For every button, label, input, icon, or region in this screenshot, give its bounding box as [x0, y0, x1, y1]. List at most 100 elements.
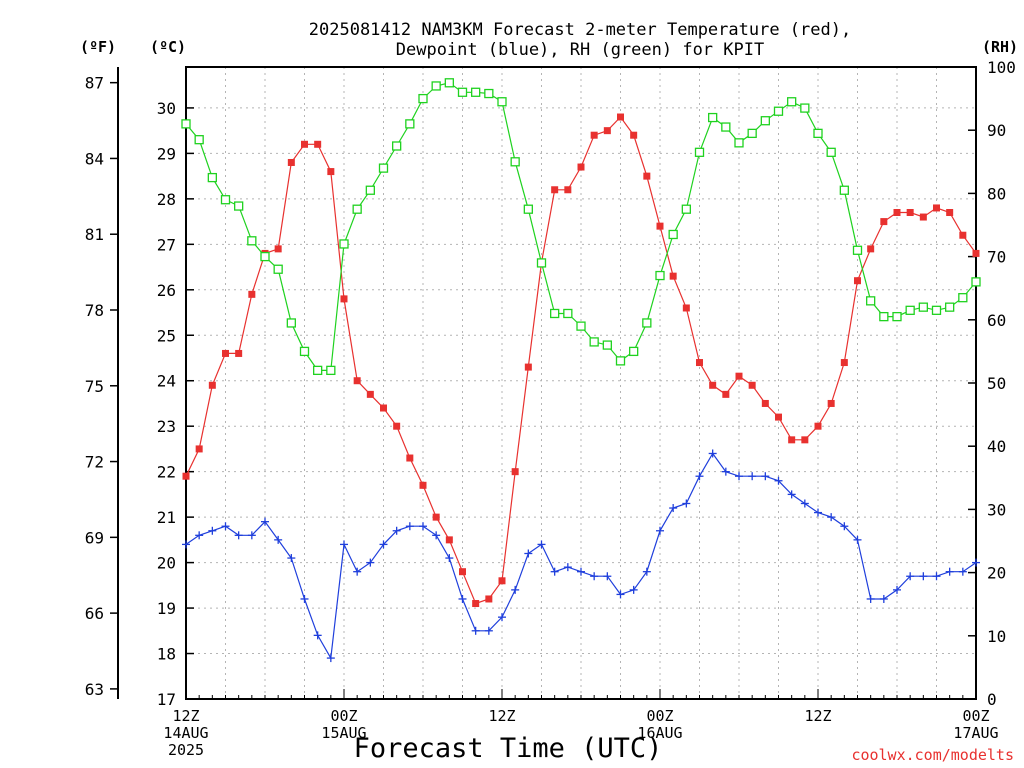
dewpoint-point [432, 531, 441, 540]
rh-point [905, 305, 915, 315]
plot-frame [185, 66, 977, 700]
dewpoint-point [550, 567, 559, 576]
temperature-point [195, 445, 203, 453]
dewpoint-point [537, 540, 546, 549]
temperature-point [682, 304, 690, 312]
chart-title-line2: Dewpoint (blue), RH (green) for KPIT [396, 40, 764, 60]
dewpoint-point [893, 585, 901, 594]
rh-tick-label: 40 [987, 437, 1006, 456]
temperature-point [577, 163, 585, 171]
temperature-point [814, 422, 822, 430]
dewpoint-point [353, 567, 362, 576]
dewpoint-point [182, 540, 190, 549]
celsius-tick-label: 29 [157, 144, 176, 163]
rh-point [866, 296, 876, 306]
temperature-point [274, 245, 282, 253]
rh-point [326, 365, 336, 376]
celsius-tick-label: 19 [157, 599, 176, 618]
dewpoint-point [340, 540, 348, 549]
celsius-tick-label: 24 [157, 372, 176, 391]
rh-tick-label: 10 [987, 627, 1006, 646]
dewpoint-point [906, 572, 915, 581]
rh-tick-label: 30 [987, 500, 1006, 519]
fahrenheit-tick-label: 66 [85, 604, 104, 623]
dewpoint-point [972, 558, 980, 567]
chart-title-line1: 2025081412 NAM3KM Forecast 2-meter Tempe… [309, 20, 851, 40]
dewpoint-point [853, 535, 862, 544]
x-tick-label: 00Z [962, 707, 989, 725]
temperature-point [353, 377, 361, 385]
temperature-point [406, 454, 414, 462]
rh-point [273, 264, 283, 274]
temperature-point [893, 208, 901, 216]
dewpoint-point [313, 631, 322, 640]
temperature-point [590, 131, 598, 139]
dewpoint-point [287, 554, 296, 563]
dewpoint-point [234, 531, 243, 540]
temperature-point [946, 208, 954, 216]
temperature-point [366, 390, 374, 398]
dewpoint-point [840, 522, 849, 531]
x-tick-label: 12Z [804, 707, 831, 725]
dewpoint-point [379, 540, 388, 549]
rh-tick-label: 80 [987, 184, 1006, 203]
x-tick-label: 00Z [330, 707, 357, 725]
rh-point [194, 135, 204, 145]
rh-point [800, 103, 810, 113]
dewpoint-point [195, 531, 204, 540]
temperature-point [854, 277, 861, 285]
rh-point [536, 258, 547, 268]
fahrenheit-tick-label: 84 [85, 149, 104, 168]
temperature-point [669, 272, 677, 280]
celsius-tick-label: 28 [157, 190, 176, 209]
dewpoint-point [879, 594, 888, 603]
dewpoint-point [800, 499, 809, 508]
credit-label: coolwx.com/modelts [851, 746, 1014, 764]
dewpoint-point [774, 476, 783, 485]
rh-point [352, 204, 362, 214]
temperature-point [722, 390, 730, 398]
dewpoint-line [185, 452, 977, 660]
temperature-point [182, 472, 190, 480]
rh-point [431, 81, 441, 91]
temperature-point [459, 568, 466, 576]
dewpoint-point [498, 613, 506, 622]
celsius-tick-label: 25 [157, 326, 176, 345]
dewpoint-point [656, 526, 664, 535]
dewpoint-point [866, 594, 875, 603]
dewpoint-point [590, 572, 599, 581]
rh-point [378, 163, 389, 173]
temperature-point [867, 245, 875, 253]
rh-point [576, 321, 586, 331]
rh-point [405, 119, 415, 129]
rh-point [918, 302, 928, 312]
grid [186, 67, 976, 700]
dewpoint-point [577, 567, 585, 576]
dewpoint-point [221, 522, 230, 531]
temperature-point [393, 422, 401, 430]
rh-point [523, 204, 533, 214]
temperature-point [775, 413, 782, 421]
dewpoint-point [919, 572, 928, 581]
temperature-point [485, 595, 493, 603]
rh-point [787, 97, 797, 107]
rh-point [839, 185, 849, 195]
rh-point [365, 185, 375, 195]
dewpoint-point [326, 654, 335, 663]
rh-point [655, 270, 665, 281]
rh-point [313, 365, 323, 376]
temperature-point [511, 468, 519, 476]
temperature-point [551, 186, 559, 194]
temperature-point [643, 172, 651, 180]
rh-tick-label: 90 [987, 121, 1006, 140]
dewpoint-point [524, 549, 533, 558]
temperature-point [617, 113, 624, 121]
rh-point [563, 308, 573, 319]
rh-point [392, 141, 402, 151]
dewpoint-point [682, 499, 691, 508]
dewpoint-point [761, 472, 770, 481]
temperature-point [314, 140, 322, 148]
rh-point [708, 112, 718, 123]
rh-point [550, 308, 560, 319]
